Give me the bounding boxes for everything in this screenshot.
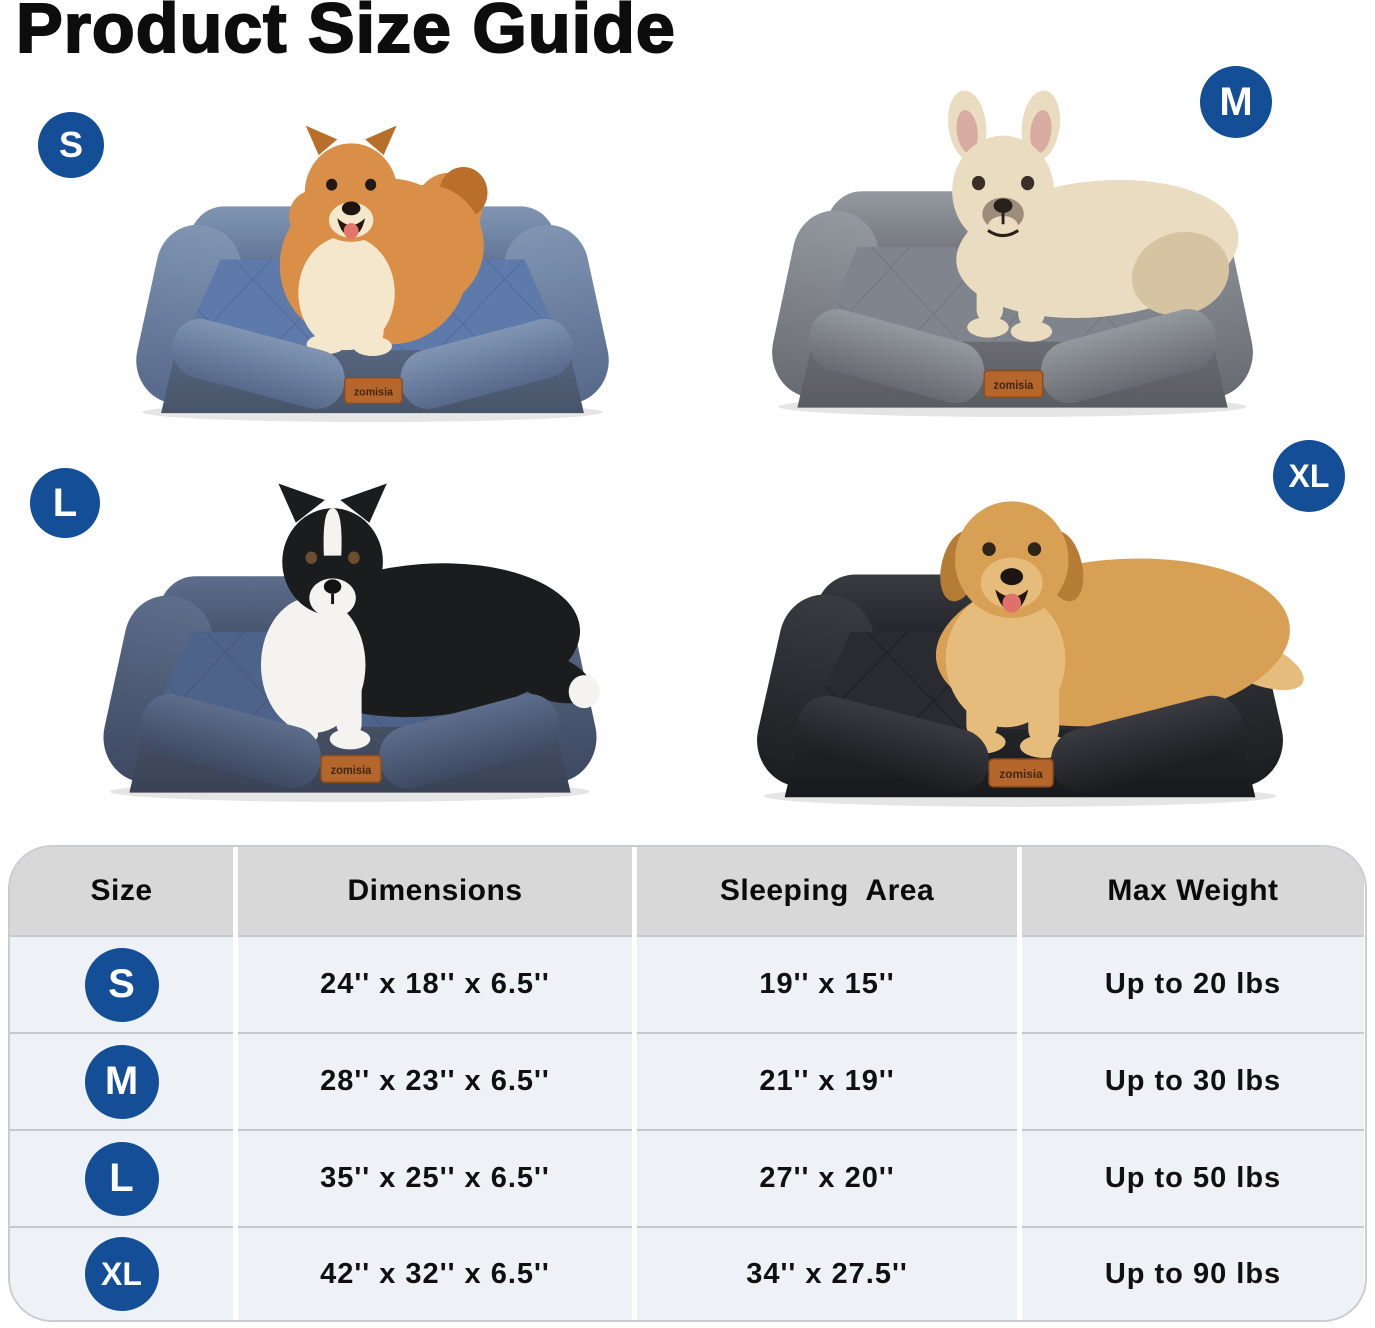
svg-text:zomisia: zomisia: [331, 765, 372, 777]
bed-photo-large-navy: zomisia: [50, 465, 650, 805]
table-row-xl-dimensions: 42'' x 32'' x 6.5'': [238, 1226, 632, 1320]
table-row-l-dimensions: 35'' x 25'' x 6.5'': [238, 1129, 632, 1226]
bed-photo-xlarge-black: zomisia: [700, 460, 1340, 810]
dog-golden-retriever: [935, 501, 1304, 759]
table-row-xl-sleeping-area: 34'' x 27.5'': [637, 1226, 1017, 1320]
dog-pomeranian: [279, 125, 488, 357]
bed-illustration: zomisia: [136, 125, 609, 423]
table-row-l-max-weight: Up to 50 lbs: [1022, 1129, 1364, 1226]
header-max-weight: Max Weight: [1022, 847, 1364, 935]
brand-tag: zomisia: [343, 376, 403, 405]
svg-text:zomisia: zomisia: [994, 380, 1034, 393]
table-row-s-dimensions: 24'' x 18'' x 6.5'': [238, 935, 632, 1032]
table-row-m-sleeping-area: 21'' x 19'': [637, 1032, 1017, 1129]
row-badge-s: S: [84, 947, 159, 1022]
bed-illustration: zomisia: [757, 501, 1304, 807]
bed-illustration: zomisia: [772, 90, 1253, 417]
brand-tag: zomisia: [983, 369, 1044, 399]
front-left-bolster: [796, 695, 990, 793]
table-row-l-size: L: [10, 1129, 233, 1226]
table-row-m-size: M: [10, 1032, 233, 1129]
front-right-bolster: [378, 694, 560, 789]
bed-photo-medium-gray: zomisia: [720, 80, 1305, 420]
svg-text:zomisia: zomisia: [354, 386, 394, 398]
size-badge-xl: XL: [1273, 440, 1345, 512]
bed-photo-small-blue: zomisia: [85, 100, 660, 425]
table-row-s-sleeping-area: 19'' x 15'': [637, 935, 1017, 1032]
brand-tag: zomisia: [988, 758, 1054, 788]
row-badge-xl: XL: [84, 1237, 159, 1311]
front-right-bolster: [400, 318, 573, 409]
table-row-l-sleeping-area: 27'' x 20'': [637, 1129, 1017, 1226]
front-right-bolster: [1050, 695, 1244, 793]
bed-illustration: zomisia: [103, 483, 600, 802]
size-table: Size Dimensions Sleeping Area Max Weight…: [8, 845, 1367, 1322]
table-row-m-max-weight: Up to 30 lbs: [1022, 1032, 1364, 1129]
size-badge-l: L: [30, 468, 100, 538]
svg-text:zomisia: zomisia: [999, 767, 1043, 781]
dog-french-bulldog: [947, 90, 1239, 342]
page-title: Product Size Guide: [15, 0, 676, 68]
row-badge-m: M: [84, 1044, 159, 1119]
table-row-s-size: S: [10, 935, 233, 1032]
header-dimensions: Dimensions: [238, 847, 632, 935]
header-size: Size: [10, 847, 233, 935]
header-sleeping-area: Sleeping Area: [637, 847, 1017, 935]
front-right-bolster: [1040, 309, 1217, 404]
table-row-xl-size: XL: [10, 1226, 233, 1320]
brand-tag: zomisia: [320, 754, 382, 784]
row-badge-l: L: [84, 1141, 159, 1216]
table-row-m-dimensions: 28'' x 23'' x 6.5'': [238, 1032, 632, 1129]
size-badge-s: S: [38, 112, 104, 178]
front-left-bolster: [808, 309, 985, 404]
table-row-xl-max-weight: Up to 90 lbs: [1022, 1226, 1364, 1320]
front-left-bolster: [140, 694, 322, 789]
front-left-bolster: [172, 318, 345, 409]
size-badge-m: M: [1200, 66, 1272, 138]
table-row-s-max-weight: Up to 20 lbs: [1022, 935, 1364, 1032]
